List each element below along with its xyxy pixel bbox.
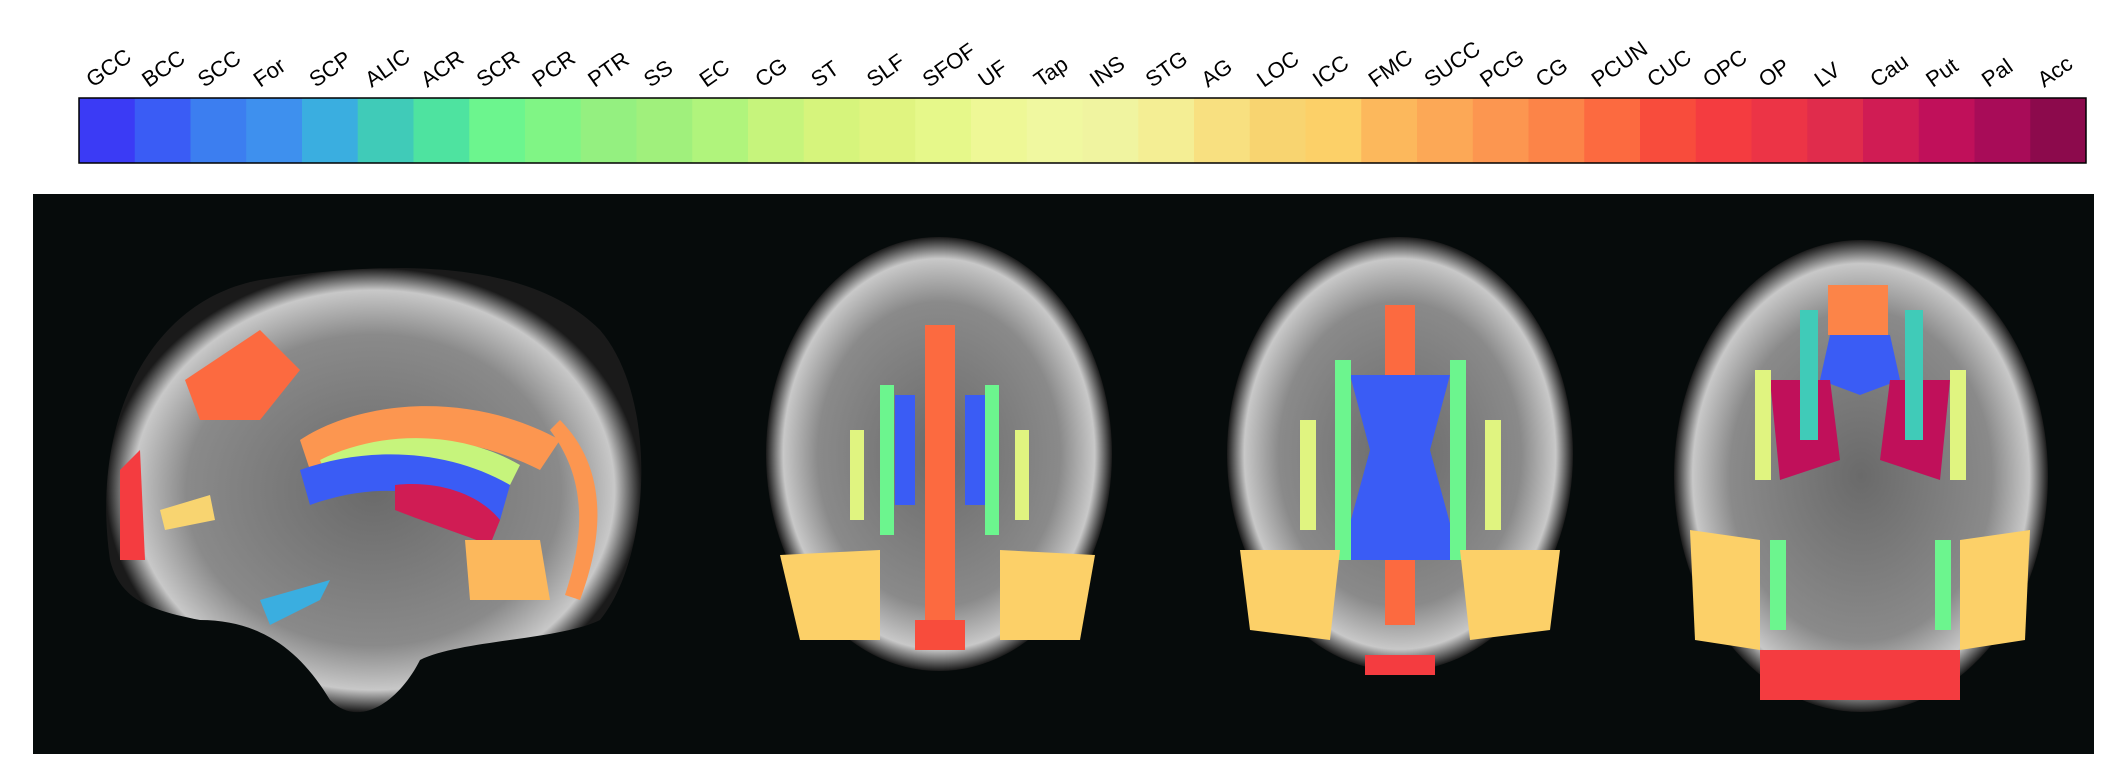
legend-swatch xyxy=(748,98,805,163)
legend-label: SCP xyxy=(304,46,355,92)
legend-swatch xyxy=(134,98,191,163)
legend-label: LV xyxy=(1810,57,1845,92)
legend-swatch xyxy=(1528,98,1585,163)
legend-label: CUC xyxy=(1642,44,1695,92)
legend-label: GCC xyxy=(81,44,135,93)
legend-swatch xyxy=(1138,98,1195,163)
legend-swatch xyxy=(1863,98,1920,163)
colorbar-frame xyxy=(78,97,2087,164)
legend-swatch xyxy=(1361,98,1418,163)
legend-swatch xyxy=(302,98,359,163)
legend-swatch xyxy=(971,98,1028,163)
legend-swatch xyxy=(915,98,972,163)
legend-label: Cau xyxy=(1865,48,1912,92)
axial-slice-3 xyxy=(1674,240,2048,712)
legend-label: PCG xyxy=(1475,44,1528,92)
legend-swatch xyxy=(1026,98,1083,163)
legend-swatch xyxy=(1695,98,1752,163)
legend-label: PCUN xyxy=(1587,36,1652,92)
legend-label: SCR xyxy=(472,45,524,92)
legend-swatch xyxy=(580,98,637,163)
legend-label: Put xyxy=(1921,53,1962,92)
legend-swatch xyxy=(1974,98,2031,163)
legend-swatch xyxy=(1640,98,1697,163)
legend-label: Tap xyxy=(1029,51,1072,92)
legend-label: OP xyxy=(1754,53,1794,92)
legend-label: STG xyxy=(1141,46,1192,92)
legend-label: SUCC xyxy=(1419,36,1484,92)
legend-swatch xyxy=(859,98,916,163)
legend-swatch xyxy=(1584,98,1641,163)
legend-swatch xyxy=(692,98,749,163)
legend-swatch xyxy=(1082,98,1139,163)
axial-slice-1 xyxy=(766,237,1112,671)
legend-swatch xyxy=(803,98,860,163)
legend-label: PTR xyxy=(583,46,633,92)
legend-label: EC xyxy=(695,54,734,92)
legend-label: For xyxy=(249,53,290,92)
legend-swatch xyxy=(1249,98,1306,163)
legend-swatch xyxy=(636,98,693,163)
legend-swatch xyxy=(1305,98,1362,163)
legend-swatch xyxy=(413,98,470,163)
legend-swatch xyxy=(246,98,303,163)
legend-swatch xyxy=(1472,98,1529,163)
legend-label: INS xyxy=(1085,51,1129,93)
legend-swatch xyxy=(1751,98,1808,163)
legend-swatch xyxy=(1807,98,1864,163)
legend-swatch xyxy=(79,98,136,163)
legend-label: CG xyxy=(1531,53,1572,92)
legend-label: Acc xyxy=(2033,51,2077,93)
legend-swatch xyxy=(357,98,414,163)
legend-label: UF xyxy=(973,55,1011,92)
legend-swatch xyxy=(469,98,526,163)
legend-label: AG xyxy=(1196,53,1236,92)
legend-label: ICC xyxy=(1308,50,1353,92)
legend-swatch xyxy=(1417,98,1474,163)
legend-label: SCC xyxy=(193,45,245,92)
legend-label: LOC xyxy=(1252,46,1303,92)
legend-label: OPC xyxy=(1698,44,1751,92)
axial-slice-2 xyxy=(1227,237,1573,675)
legend-label: FMC xyxy=(1364,44,1417,92)
legend-label: Pal xyxy=(1977,53,2017,92)
legend-label: PCR xyxy=(527,45,579,92)
legend-label: ST xyxy=(806,55,843,92)
legend-swatch xyxy=(1918,98,1975,163)
legend-swatch xyxy=(2030,98,2087,163)
legend-swatch xyxy=(525,98,582,163)
legend-label: ALIC xyxy=(360,43,414,92)
legend-label: SFOF xyxy=(918,38,980,92)
sagittal-slice xyxy=(106,268,642,713)
legend-swatch xyxy=(190,98,247,163)
legend-label: CG xyxy=(750,53,791,92)
legend-label: SLF xyxy=(862,48,909,92)
legend-label: SS xyxy=(639,55,677,92)
legend-label: ACR xyxy=(416,45,468,92)
legend-swatch xyxy=(1194,98,1251,163)
colorbar: GCC BCC SCC For SCP ALIC ACR SCR PCR PTR SS EC CG ST S… xyxy=(78,36,2087,164)
legend-label: BCC xyxy=(137,45,189,92)
